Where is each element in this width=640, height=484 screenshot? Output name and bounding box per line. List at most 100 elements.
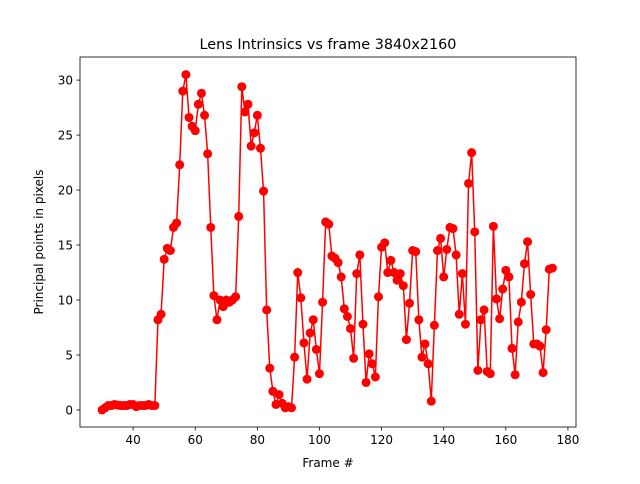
data-point (414, 315, 424, 325)
data-point (436, 233, 446, 243)
data-point (193, 99, 203, 109)
data-point (467, 148, 477, 158)
data-point (491, 294, 501, 304)
axes-frame (79, 56, 577, 428)
data-point (464, 178, 474, 188)
data-point (296, 293, 306, 303)
data-point (209, 291, 219, 301)
data-point (358, 319, 368, 329)
data-point (184, 112, 194, 122)
data-point (287, 403, 297, 413)
data-point (488, 221, 498, 231)
data-point (370, 372, 380, 382)
data-point (386, 255, 396, 265)
data-point (255, 143, 265, 153)
data-point (178, 86, 188, 96)
data-point (454, 309, 464, 319)
plot-area (97, 70, 557, 415)
x-tick-label: 160 (494, 433, 517, 447)
data-point (346, 324, 356, 334)
data-point (432, 246, 442, 256)
data-point (165, 246, 175, 256)
data-point (361, 377, 371, 387)
data-point (252, 110, 262, 120)
data-point (473, 365, 483, 375)
data-point (457, 269, 467, 279)
data-point (342, 311, 352, 321)
data-point (367, 359, 377, 369)
data-point (318, 297, 328, 307)
x-axis-label: Frame # (302, 456, 353, 470)
data-point (249, 128, 259, 138)
data-point (398, 281, 408, 291)
data-point (339, 304, 349, 314)
data-point (535, 341, 545, 351)
x-tick-label: 100 (308, 433, 331, 447)
data-point (442, 244, 452, 254)
data-point (395, 269, 405, 279)
data-point (299, 338, 309, 348)
data-point (355, 250, 365, 260)
data-point (311, 344, 321, 354)
data-point (212, 315, 222, 325)
data-point (380, 238, 390, 248)
data-point (401, 335, 411, 345)
data-point (203, 149, 213, 159)
data-point (172, 218, 182, 228)
data-point (541, 325, 551, 335)
y-axis: 0 5 10 15 20 25 30 (58, 74, 80, 417)
data-point (420, 339, 430, 349)
data-point (196, 88, 206, 98)
data-point (262, 305, 272, 315)
data-point (504, 272, 514, 282)
data-point (405, 298, 415, 308)
data-point (274, 390, 284, 400)
data-point (439, 272, 449, 282)
data-point (181, 70, 191, 80)
data-point (523, 237, 533, 247)
data-point (234, 211, 244, 221)
data-point (190, 126, 200, 136)
data-point (426, 396, 436, 406)
x-tick-label: 80 (250, 433, 265, 447)
data-point (547, 263, 557, 273)
data-point (526, 290, 536, 300)
data-point (243, 99, 253, 109)
data-point (150, 401, 160, 411)
y-tick-label: 10 (58, 294, 73, 308)
data-point (451, 250, 461, 260)
data-point (411, 247, 421, 257)
y-tick-label: 0 (65, 403, 73, 417)
data-point (314, 369, 324, 379)
data-point (417, 352, 427, 362)
data-point (448, 224, 458, 234)
y-tick-label: 15 (58, 239, 73, 253)
data-point (507, 343, 517, 353)
y-tick-label: 20 (58, 184, 73, 198)
data-point (324, 219, 334, 229)
data-point (349, 353, 359, 363)
data-point (259, 186, 269, 196)
data-point (373, 292, 383, 302)
data-point (246, 141, 256, 151)
data-point (429, 320, 439, 330)
data-point (231, 292, 241, 302)
data-point (305, 328, 315, 338)
x-tick-label: 140 (432, 433, 455, 447)
data-point (333, 258, 343, 268)
data-point (364, 349, 374, 359)
data-point (240, 107, 250, 117)
data-point (302, 374, 312, 384)
data-point (479, 305, 489, 315)
data-point (156, 309, 166, 319)
data-point (237, 82, 247, 92)
x-tick-label: 60 (188, 433, 203, 447)
chart-title: Lens Intrinsics vs frame 3840x2160 (200, 37, 457, 53)
data-point (513, 317, 523, 327)
data-point (336, 272, 346, 282)
data-point (485, 369, 495, 379)
data-point (519, 259, 529, 269)
data-point (265, 363, 275, 373)
data-point (175, 160, 185, 170)
